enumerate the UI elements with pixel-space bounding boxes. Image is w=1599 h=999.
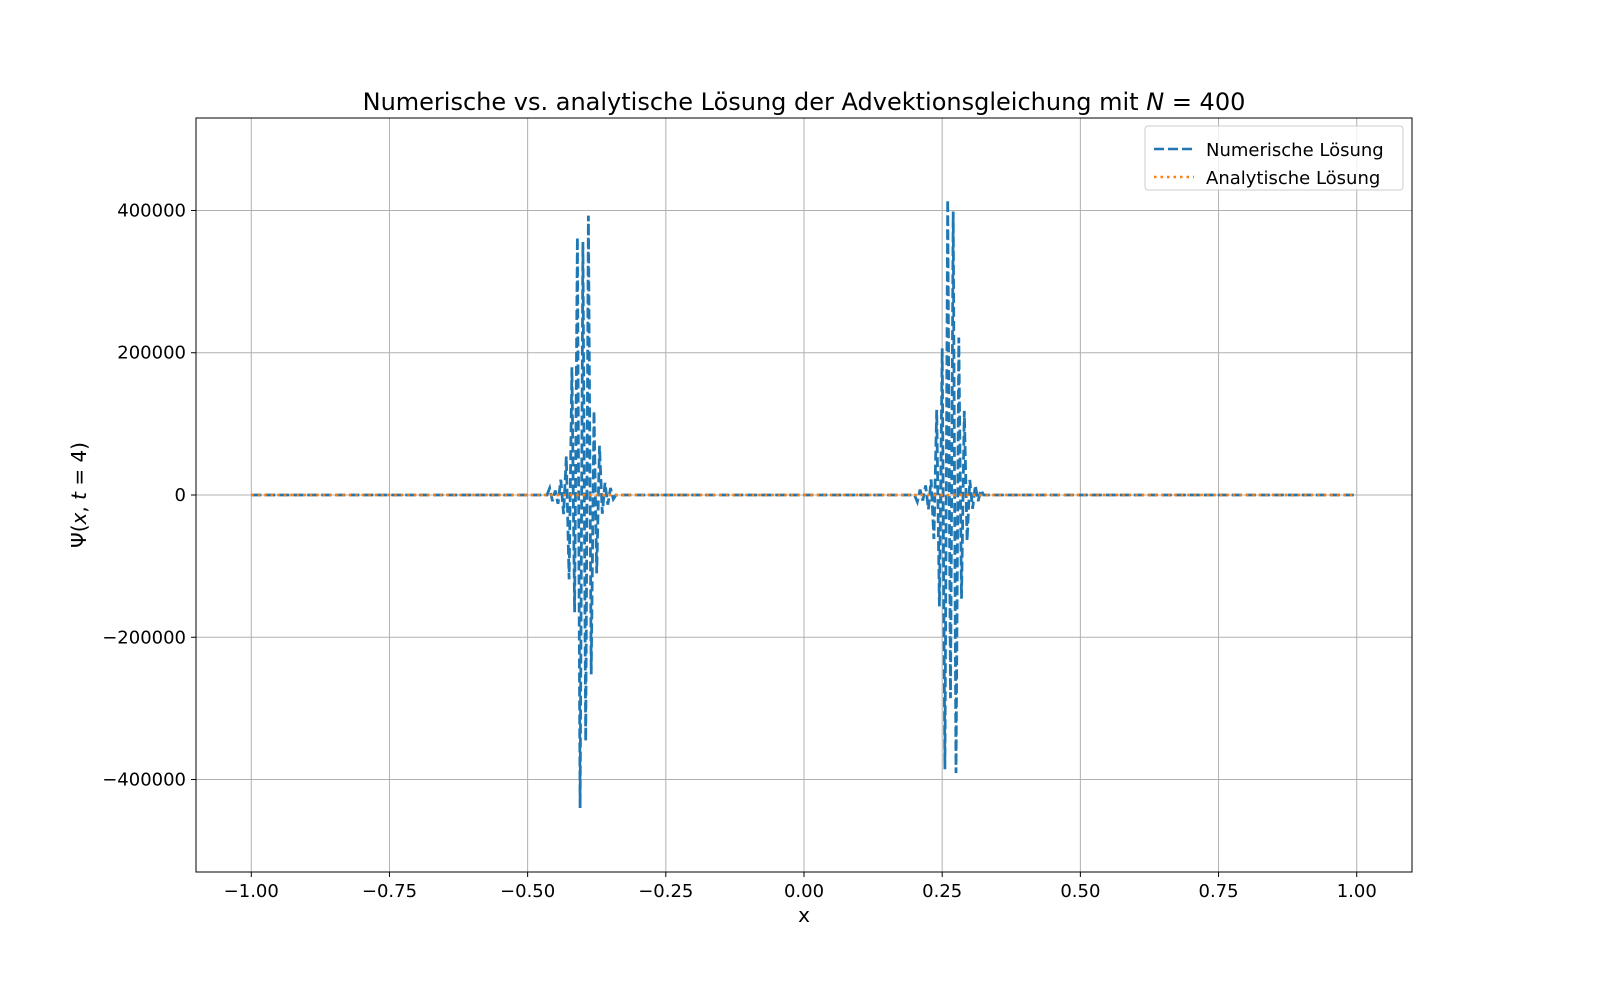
y-tick-label: −400000 [102,770,186,791]
y-axis-ticks: −400000 −200000 0 200000 400000 [102,200,196,791]
y-axis-label-part: t [67,491,91,500]
chart-title: Numerische vs. analytische Lösung der Ad… [363,88,1246,116]
legend-label-analytische: Analytische Lösung [1206,168,1380,189]
x-tick-label: 0.75 [1199,881,1239,902]
y-tick-label: 400000 [117,200,186,221]
series-layer [251,199,1354,809]
x-axis-ticks: −1.00 −0.75 −0.50 −0.25 0.00 0.25 0.50 0.75 1.00 [224,872,1377,902]
x-tick-label: −0.25 [638,881,693,902]
chart-title-part: Numerische vs. analytische Lösung der Ad… [363,88,1147,116]
legend: Numerische Lösung Analytische Lösung [1144,125,1404,191]
x-tick-label: 1.00 [1337,881,1377,902]
legend-label-numerische: Numerische Lösung [1206,140,1384,161]
x-tick-label: 0.25 [922,881,962,902]
y-axis-label-part: x [67,512,91,525]
y-axis-label-part: = 4) [67,442,91,492]
chart-title-part: N [1146,88,1164,116]
legend-box [1144,125,1404,191]
y-axis-label-part: , [67,500,91,513]
x-tick-label: −0.75 [362,881,417,902]
y-tick-label: 0 [175,485,186,506]
x-axis-label: x [798,903,810,927]
x-tick-label: −1.00 [224,881,279,902]
y-axis-label-part: Ψ( [67,524,91,548]
y-tick-label: 200000 [117,343,186,364]
chart-title-part: = 400 [1164,88,1245,116]
grid [196,118,1412,872]
x-tick-label: 0.50 [1060,881,1100,902]
y-tick-label: −200000 [102,627,186,648]
x-tick-label: 0.00 [784,881,824,902]
y-axis-label: Ψ(x, t = 4) [67,442,91,548]
x-tick-label: −0.50 [500,881,555,902]
